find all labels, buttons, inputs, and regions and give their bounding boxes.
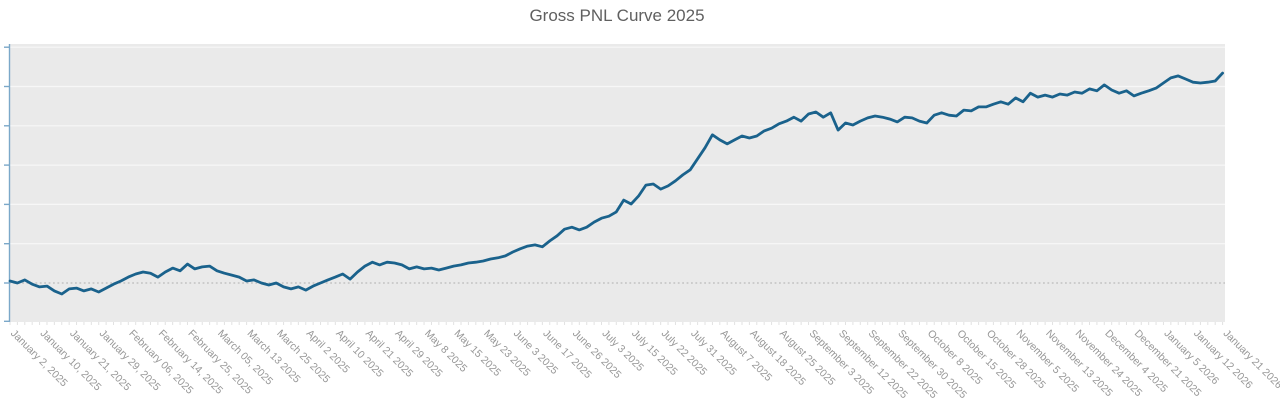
plot-background [9, 44, 1225, 322]
gross-pnl-chart: January 2, 2025 January 10, 2025 January 2… [4, 44, 1280, 401]
chart-title: Gross PNL Curve 2025 [529, 6, 705, 25]
pnl-line [8, 71, 1224, 296]
